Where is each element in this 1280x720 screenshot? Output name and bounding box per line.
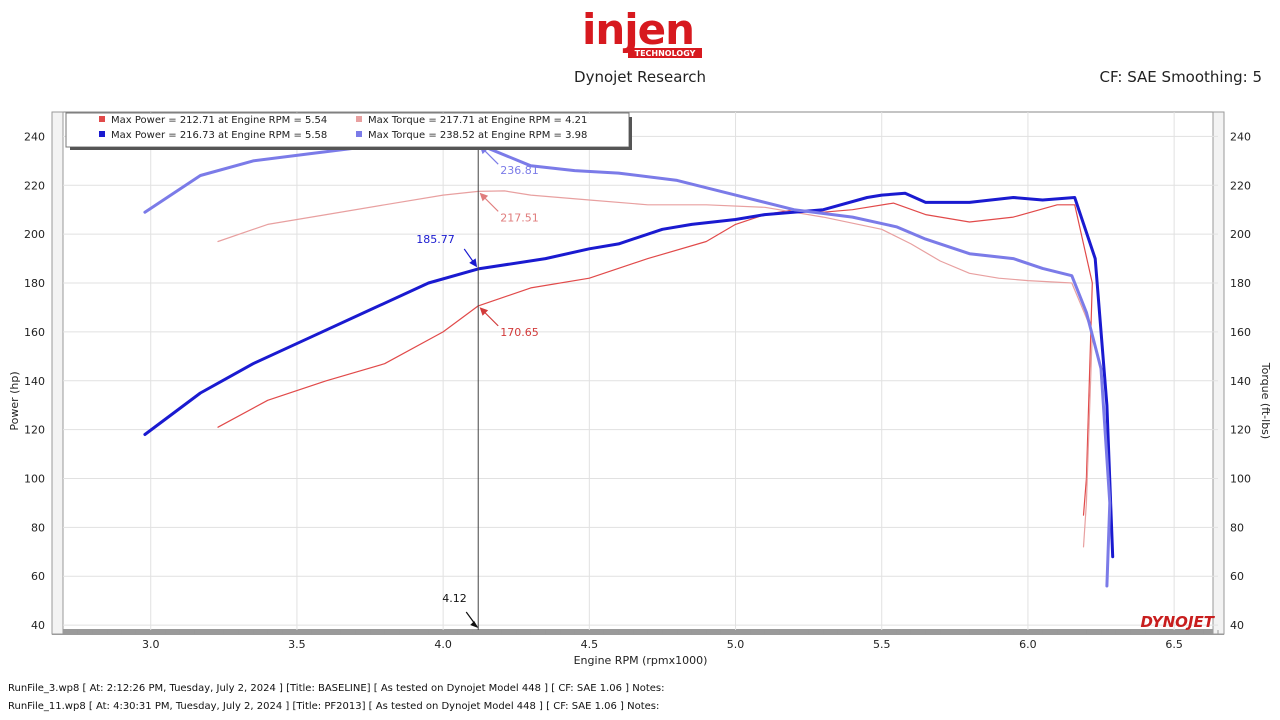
cf-smoothing-label: CF: SAE Smoothing: 5	[1099, 68, 1262, 86]
bottom-bevel	[52, 629, 1224, 635]
legend-swatch-1	[356, 116, 362, 122]
injen-logo: injen TECHNOLOGY	[582, 5, 702, 58]
x-axis-label: Engine RPM (rpmx1000)	[574, 654, 708, 667]
y-tick-label-2: 80	[31, 521, 45, 534]
annotation-arrowhead-2	[469, 258, 478, 268]
y2-tick-label-2: 80	[1230, 521, 1244, 534]
y2-tick-label-1: 60	[1230, 570, 1244, 583]
left-axis-bar	[51, 111, 64, 635]
cursor-arrow-head	[470, 621, 479, 628]
y-tick-label-3: 100	[24, 473, 45, 486]
y-tick-label-4: 120	[24, 424, 45, 437]
x-tick-label-7: 6.5	[1165, 638, 1183, 651]
y2-tick-label-8: 200	[1230, 228, 1251, 241]
legend-entry-2: Max Power = 216.73 at Engine RPM = 5.58	[111, 130, 327, 141]
legend-swatch-0	[99, 116, 105, 122]
plot-frame	[51, 111, 1225, 635]
legend-swatch-3	[356, 131, 362, 137]
x-tick-label-3: 4.5	[581, 638, 599, 651]
cursor-group: 4.12	[442, 146, 479, 630]
annotation-arrowhead-1	[479, 192, 489, 202]
legend-swatch-2	[99, 131, 105, 137]
dynojet-watermark: DYNOJET	[1140, 613, 1215, 631]
y-tick-label-5: 140	[24, 375, 45, 388]
axis-ticks: 3.0 3.5 4.0 4.5 5.0 5.5 6.0 6.5 40 40 60 60 80 80 100 1…	[8, 130, 1272, 667]
annotation-label-1: 217.51	[500, 211, 539, 224]
annotation-label-2: 185.77	[416, 233, 455, 246]
y2-tick-label-4: 120	[1230, 424, 1251, 437]
cursor-rpm-label: 4.12	[442, 592, 467, 605]
chart-subtitle: Dynojet Research	[574, 68, 706, 86]
outer-frame	[51, 111, 1225, 635]
y2-axis-label: Torque (ft-lbs)	[1259, 362, 1272, 439]
y2-tick-label-0: 40	[1230, 619, 1244, 632]
y-tick-label-7: 180	[24, 277, 45, 290]
y-tick-label-8: 200	[24, 228, 45, 241]
x-tick-label-6: 6.0	[1019, 638, 1037, 651]
x-tick-label-1: 3.5	[288, 638, 306, 651]
series-line-torque-baseline	[217, 190, 1093, 548]
logo-subtext: TECHNOLOGY	[635, 49, 696, 58]
legend-entry-1: Max Torque = 217.71 at Engine RPM = 4.21	[368, 115, 587, 126]
legend-entry-0: Max Power = 212.71 at Engine RPM = 5.54	[111, 115, 327, 126]
run-file-footer: RunFile_3.wp8 [ At: 2:12:26 PM, Tuesday,…	[8, 680, 664, 716]
y-tick-label-1: 60	[31, 570, 45, 583]
run-file-1-info: RunFile_3.wp8 [ At: 2:12:26 PM, Tuesday,…	[8, 683, 665, 694]
legend-shadow-right	[629, 117, 632, 150]
y-tick-label-10: 240	[24, 130, 45, 143]
y2-tick-label-6: 160	[1230, 326, 1251, 339]
y2-tick-label-3: 100	[1230, 473, 1251, 486]
grid-lines	[63, 112, 1219, 634]
y2-tick-label-9: 220	[1230, 179, 1251, 192]
legend-entry-3: Max Torque = 238.52 at Engine RPM = 3.98	[368, 130, 587, 141]
series-line-power-tuned	[143, 191, 1115, 559]
y-tick-label-6: 160	[24, 326, 45, 339]
y2-tick-label-7: 180	[1230, 277, 1251, 290]
legend: Max Power = 212.71 at Engine RPM = 5.54 M…	[65, 112, 632, 150]
y-axis-label: Power (hp)	[8, 371, 21, 430]
annotation-label-0: 236.81	[500, 164, 539, 177]
x-tick-label-4: 5.0	[727, 638, 745, 651]
y-tick-label-9: 220	[24, 179, 45, 192]
right-axis-bar	[1212, 111, 1225, 635]
logo-text: injen	[582, 5, 694, 54]
run-file-2-info: RunFile_11.wp8 [ At: 4:30:31 PM, Tuesday…	[8, 701, 660, 712]
y2-tick-label-5: 140	[1230, 375, 1251, 388]
y-tick-label-0: 40	[31, 619, 45, 632]
x-tick-label-0: 3.0	[142, 638, 160, 651]
annotation-label-3: 170.65	[500, 326, 539, 339]
x-tick-label-2: 4.0	[434, 638, 452, 651]
legend-shadow-bottom	[70, 147, 632, 150]
y2-tick-label-10: 240	[1230, 130, 1251, 143]
x-tick-label-5: 5.5	[873, 638, 891, 651]
annotation-arrowhead-3	[479, 307, 489, 316]
